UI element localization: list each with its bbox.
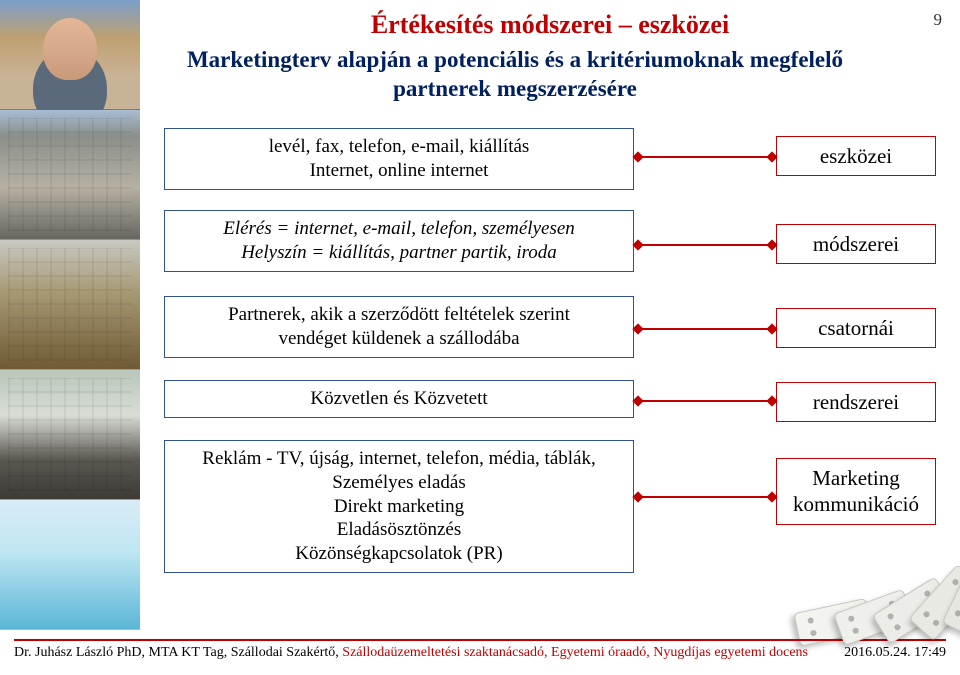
footer-author: Dr. Juhász László PhD, MTA KT Tag, Száll… xyxy=(14,645,808,661)
connector-line xyxy=(636,156,774,158)
left-box-line: Közvetlen és Közvetett xyxy=(175,387,623,411)
slide-footer: Dr. Juhász László PhD, MTA KT Tag, Száll… xyxy=(0,639,960,675)
sidebar-images xyxy=(0,0,140,630)
connector-line xyxy=(636,244,774,246)
right-box: módszerei xyxy=(776,224,936,264)
footer-author-black: Dr. Juhász László PhD, MTA KT Tag, Száll… xyxy=(14,645,339,660)
sidebar-image-building xyxy=(0,110,140,240)
left-box-line: Direkt marketing xyxy=(175,495,623,519)
left-box-line: levél, fax, telefon, e-mail, kiállítás xyxy=(175,135,623,159)
footer-author-red: Szállodaüzemeltetési szaktanácsadó, Egye… xyxy=(339,645,808,660)
slide-subtitle: Marketingterv alapján a potenciális és a… xyxy=(160,46,870,104)
sidebar-image-atrium xyxy=(0,240,140,370)
connector-line xyxy=(636,400,774,402)
mapping-row: Közvetlen és Közvetett rendszerei xyxy=(140,380,960,438)
left-box: Közvetlen és Közvetett xyxy=(164,380,634,418)
left-box-line: Eladásösztönzés xyxy=(175,518,623,542)
right-box: csatornái xyxy=(776,308,936,348)
slide-content: 9 Értékesítés módszerei – eszközei Marke… xyxy=(140,0,960,675)
mapping-row: levél, fax, telefon, e-mail, kiállításIn… xyxy=(140,128,960,208)
right-box: eszközei xyxy=(776,136,936,176)
left-box: Reklám - TV, újság, internet, telefon, m… xyxy=(164,440,634,573)
page-number: 9 xyxy=(934,10,943,30)
footer-timestamp: 2016.05.24. 17:49 xyxy=(844,645,946,661)
mapping-row: Partnerek, akik a szerződött feltételek … xyxy=(140,296,960,378)
left-box-line: Partnerek, akik a szerződött feltételek … xyxy=(175,303,623,327)
left-box-line: Internet, online internet xyxy=(175,159,623,183)
left-box-line: Személyes eladás xyxy=(175,471,623,495)
left-box-line-italic: Elérés = internet, e-mail, telefon, szem… xyxy=(175,217,623,241)
sidebar-image-pool xyxy=(0,500,140,630)
left-box-line: Közönségkapcsolatok (PR) xyxy=(175,542,623,566)
left-box-line: Reklám - TV, újság, internet, telefon, m… xyxy=(175,447,623,471)
left-box: Partnerek, akik a szerződött feltételek … xyxy=(164,296,634,358)
left-box: Elérés = internet, e-mail, telefon, szem… xyxy=(164,210,634,272)
left-box-line-italic: Helyszín = kiállítás, partner partik, ir… xyxy=(175,241,623,265)
sidebar-image-hotel xyxy=(0,370,140,500)
left-box-line: vendéget küldenek a szállodába xyxy=(175,327,623,351)
sidebar-image-portrait xyxy=(0,0,140,110)
connector-line xyxy=(636,328,774,330)
left-box: levél, fax, telefon, e-mail, kiállításIn… xyxy=(164,128,634,190)
slide-title: Értékesítés módszerei – eszközei xyxy=(140,10,960,40)
right-box: rendszerei xyxy=(776,382,936,422)
dominoes-graphic xyxy=(780,515,960,630)
connector-line xyxy=(636,496,774,498)
mapping-row: Elérés = internet, e-mail, telefon, szem… xyxy=(140,210,960,292)
